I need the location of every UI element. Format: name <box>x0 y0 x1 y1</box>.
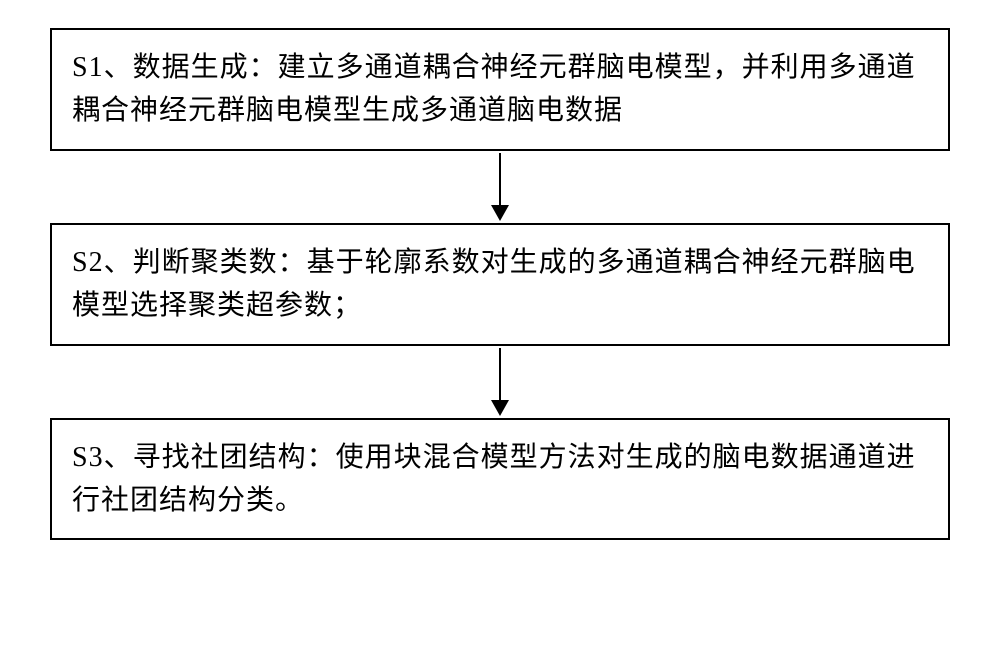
flowchart-node-s2: S2、判断聚类数：基于轮廓系数对生成的多通道耦合神经元群脑电模型选择聚类超参数； <box>50 223 950 346</box>
arrow-s1-s2 <box>488 151 512 223</box>
arrow-down-icon <box>488 348 512 416</box>
node-text: S3、寻找社团结构：使用块混合模型方法对生成的脑电数据通道进行社团结构分类。 <box>72 436 928 523</box>
flowchart-node-s3: S3、寻找社团结构：使用块混合模型方法对生成的脑电数据通道进行社团结构分类。 <box>50 418 950 541</box>
flowchart-node-s1: S1、数据生成：建立多通道耦合神经元群脑电模型，并利用多通道耦合神经元群脑电模型… <box>50 28 950 151</box>
arrow-down-icon <box>488 153 512 221</box>
node-text: S2、判断聚类数：基于轮廓系数对生成的多通道耦合神经元群脑电模型选择聚类超参数； <box>72 241 928 328</box>
arrow-s2-s3 <box>488 346 512 418</box>
flowchart-container: S1、数据生成：建立多通道耦合神经元群脑电模型，并利用多通道耦合神经元群脑电模型… <box>48 28 952 540</box>
node-text: S1、数据生成：建立多通道耦合神经元群脑电模型，并利用多通道耦合神经元群脑电模型… <box>72 46 928 133</box>
